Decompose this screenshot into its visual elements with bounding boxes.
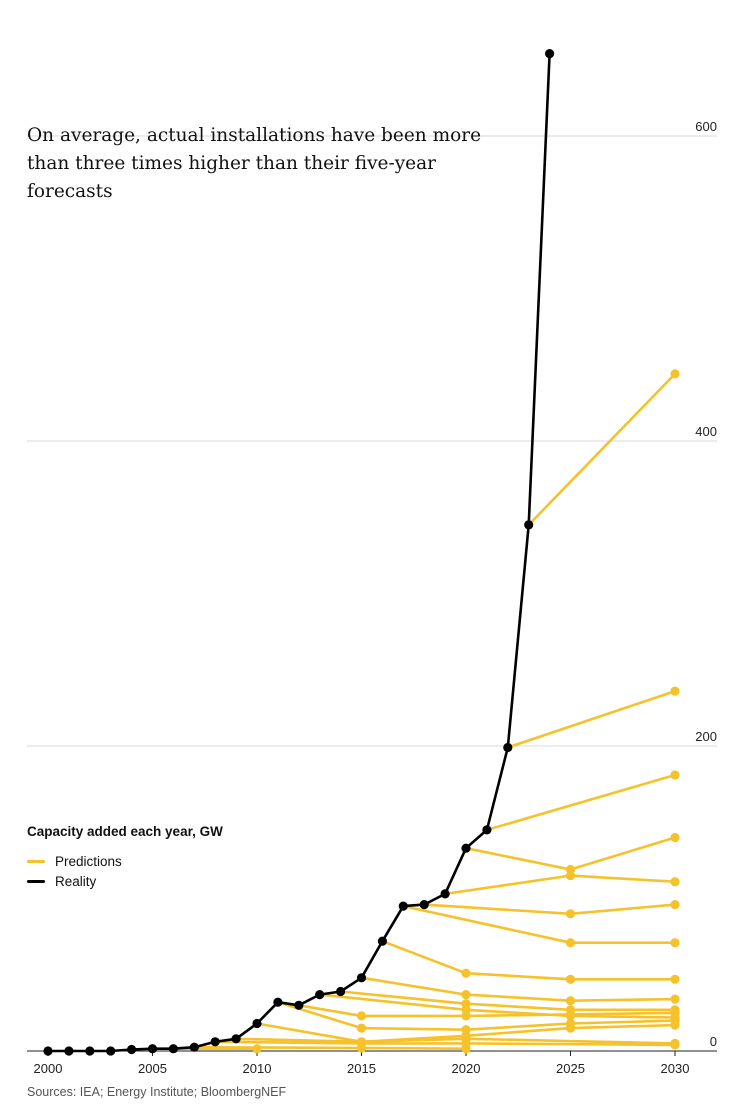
prediction-point-5-2015	[356, 1037, 367, 1047]
x-tick-label-2005: 2005	[138, 1061, 167, 1076]
prediction-line-16	[485, 773, 677, 832]
reality-point-0-2023	[524, 520, 534, 530]
prediction-point-9-2025	[565, 1005, 576, 1015]
reality-point-0-2005	[147, 1044, 158, 1054]
prediction-point-16-2030	[670, 770, 680, 780]
prediction-point-9-2020	[461, 999, 471, 1009]
prediction-line-17	[506, 689, 677, 749]
prediction-line-15	[464, 836, 677, 871]
prediction-point-13-2030	[670, 900, 680, 910]
prediction-point-8-2030	[670, 1012, 680, 1023]
reality-series	[43, 49, 555, 1056]
legend-item-reality: Reality	[27, 871, 223, 891]
gridlines	[27, 135, 717, 1052]
reality-point-0-2015	[356, 973, 367, 983]
prediction-point-11-2025	[565, 974, 576, 984]
reality-point-0-2004	[127, 1044, 137, 1055]
prediction-point-13-2025	[565, 909, 576, 919]
source-note: Sources: IEA; Energy Institute; Bloomber…	[27, 1085, 287, 1099]
y-tick-label-600: 600	[695, 119, 717, 134]
reality-point-0-2002	[85, 1046, 95, 1056]
prediction-point-15-2030	[670, 832, 680, 843]
prediction-point-4-2030	[670, 1038, 680, 1048]
legend: Capacity added each year, GW Predictions…	[27, 824, 223, 891]
prediction-point-10-2030	[670, 994, 680, 1004]
legend-label-predictions: Predictions	[55, 853, 122, 869]
prediction-point-7-2015	[356, 1011, 367, 1021]
prediction-point-14-2030	[670, 877, 680, 887]
reality-point-0-2018	[419, 900, 429, 910]
reality-point-0-2024	[545, 49, 555, 59]
reality-point-0-2014	[336, 986, 346, 997]
x-tick-label-2020: 2020	[452, 1061, 481, 1076]
prediction-line-18	[527, 372, 677, 527]
reality-point-0-2009	[231, 1034, 241, 1044]
prediction-point-17-2030	[670, 686, 680, 696]
prediction-line-13	[422, 903, 677, 916]
x-tick-label-2030: 2030	[661, 1061, 690, 1076]
legend-label-reality: Reality	[55, 873, 97, 889]
prediction-series	[172, 369, 680, 1054]
prediction-line-4	[234, 1037, 677, 1045]
prediction-point-11-2030	[670, 974, 680, 984]
prediction-point-6-2025	[565, 1018, 576, 1029]
reality-point-0-2003	[106, 1046, 116, 1056]
y-tick-label-200: 200	[695, 729, 717, 744]
x-tick-label-2000: 2000	[34, 1061, 63, 1076]
reality-point-0-2021	[482, 825, 492, 835]
reality-point-0-2011	[273, 997, 283, 1007]
prediction-line-10	[360, 976, 677, 1003]
reality-point-0-2019	[440, 889, 450, 899]
legend-title: Capacity added each year, GW	[27, 824, 223, 839]
reality-point-0-2022	[503, 742, 513, 753]
legend-swatch-predictions	[27, 859, 45, 863]
prediction-line-3	[213, 1040, 677, 1047]
prediction-point-10-2020	[461, 990, 471, 1000]
prediction-line-14	[443, 874, 677, 896]
chart-subtitle: On average, actual installations have be…	[27, 125, 482, 202]
prediction-point-6-2020	[461, 1025, 471, 1035]
reality-point-0-2016	[377, 936, 387, 946]
reality-point-0-2000	[43, 1046, 53, 1056]
prediction-point-18-2030	[670, 369, 680, 379]
prediction-point-12-2025	[565, 938, 576, 948]
prediction-point-6-2015	[356, 1023, 367, 1033]
prediction-line-2	[193, 1045, 468, 1050]
legend-swatch-reality	[27, 879, 45, 883]
prediction-line-9	[339, 990, 677, 1012]
reality-point-0-2001	[64, 1046, 74, 1056]
prediction-point-9-2030	[670, 1005, 680, 1015]
reality-point-0-2020	[461, 843, 471, 853]
x-tick-label-2010: 2010	[243, 1061, 272, 1076]
reality-point-0-2008	[210, 1037, 220, 1047]
y-axis-ticks: 0 200 400 600	[695, 119, 717, 1049]
reality-point-0-2012	[294, 1000, 304, 1010]
reality-point-0-2013	[315, 990, 325, 1000]
prediction-point-10-2025	[565, 996, 576, 1006]
prediction-point-11-2020	[461, 968, 471, 978]
y-tick-label-0: 0	[710, 1034, 717, 1049]
reality-point-0-2007	[189, 1042, 199, 1052]
reality-point-0-2010	[252, 1018, 262, 1029]
prediction-point-12-2030	[670, 938, 680, 948]
prediction-point-15-2025	[565, 864, 576, 875]
x-tick-label-2015: 2015	[347, 1061, 376, 1076]
prediction-line-8	[318, 993, 677, 1019]
x-axis-ticks: 2000 2005 2010 2015 2020 2025 2030	[34, 1051, 690, 1076]
reality-point-0-2006	[168, 1044, 178, 1054]
y-tick-label-400: 400	[695, 424, 717, 439]
reality-point-0-2017	[398, 901, 408, 911]
x-tick-label-2025: 2025	[556, 1061, 585, 1076]
prediction-line-11	[381, 939, 677, 981]
legend-item-predictions: Predictions	[27, 851, 223, 871]
